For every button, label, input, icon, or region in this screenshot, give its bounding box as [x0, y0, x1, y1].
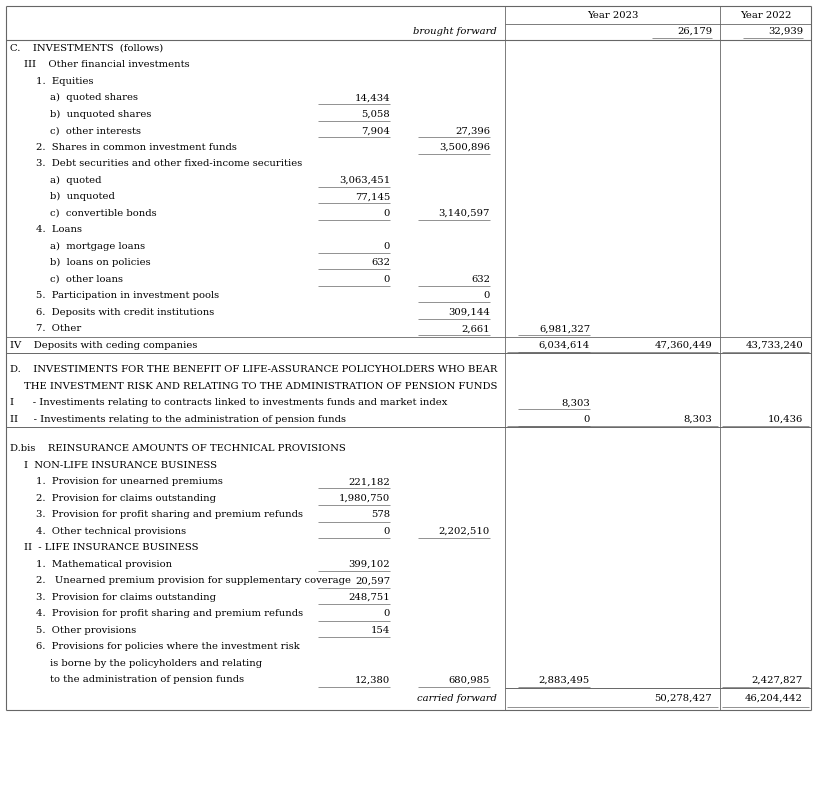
Text: 0: 0	[384, 526, 390, 536]
Text: b)  loans on policies: b) loans on policies	[50, 258, 150, 267]
Text: 0: 0	[584, 415, 590, 423]
Text: 2,883,495: 2,883,495	[539, 675, 590, 684]
Text: 10,436: 10,436	[767, 415, 803, 423]
Text: 3,500,896: 3,500,896	[439, 142, 490, 152]
Text: carried forward: carried forward	[417, 693, 497, 703]
Text: 6,034,614: 6,034,614	[539, 341, 590, 349]
Text: 27,396: 27,396	[455, 126, 490, 135]
Text: c)  convertible bonds: c) convertible bonds	[50, 208, 157, 217]
Text: brought forward: brought forward	[413, 27, 497, 35]
Text: 1.  Equities: 1. Equities	[36, 76, 93, 86]
Text: 5.  Other provisions: 5. Other provisions	[36, 625, 137, 635]
Text: 3.  Provision for profit sharing and premium refunds: 3. Provision for profit sharing and prem…	[36, 510, 303, 519]
Text: 4.  Other technical provisions: 4. Other technical provisions	[36, 526, 186, 536]
Text: 578: 578	[371, 510, 390, 519]
Text: C.    INVESTMENTS  (follows): C. INVESTMENTS (follows)	[10, 43, 163, 53]
Text: 248,751: 248,751	[348, 592, 390, 602]
Text: II     - Investiments relating to the administration of pension funds: II - Investiments relating to the admini…	[10, 415, 346, 423]
Text: 632: 632	[371, 258, 390, 267]
Text: 154: 154	[371, 625, 390, 635]
Text: D.bis    REINSURANCE AMOUNTS OF TECHNICAL PROVISIONS: D.bis REINSURANCE AMOUNTS OF TECHNICAL P…	[10, 444, 346, 453]
Text: 0: 0	[384, 275, 390, 283]
Text: 2.  Provision for claims outstanding: 2. Provision for claims outstanding	[36, 493, 216, 503]
Text: 2.   Unearned premium provision for supplementary coverage: 2. Unearned premium provision for supple…	[36, 576, 351, 585]
Text: c)  other interests: c) other interests	[50, 126, 141, 135]
Text: 6.  Deposits with credit institutions: 6. Deposits with credit institutions	[36, 308, 215, 316]
Text: a)  mortgage loans: a) mortgage loans	[50, 242, 146, 251]
Text: 12,380: 12,380	[354, 675, 390, 684]
Text: 3,063,451: 3,063,451	[339, 175, 390, 185]
Text: 7,904: 7,904	[361, 126, 390, 135]
Text: Year 2023: Year 2023	[587, 11, 638, 20]
Text: THE INVESTMENT RISK AND RELATING TO THE ADMINISTRATION OF PENSION FUNDS: THE INVESTMENT RISK AND RELATING TO THE …	[24, 382, 498, 390]
Text: III    Other financial investments: III Other financial investments	[24, 60, 189, 69]
Text: to the administration of pension funds: to the administration of pension funds	[50, 675, 244, 684]
Text: 4.  Loans: 4. Loans	[36, 225, 82, 234]
Text: 2,427,827: 2,427,827	[752, 675, 803, 684]
Text: IV    Deposits with ceding companies: IV Deposits with ceding companies	[10, 341, 198, 349]
Text: 3,140,597: 3,140,597	[439, 208, 490, 217]
Text: a)  quoted shares: a) quoted shares	[50, 93, 138, 102]
Text: 26,179: 26,179	[677, 27, 712, 35]
Text: a)  quoted: a) quoted	[50, 175, 102, 185]
Text: 47,360,449: 47,360,449	[654, 341, 712, 349]
Text: 8,303: 8,303	[561, 398, 590, 407]
Text: 0: 0	[484, 291, 490, 300]
Text: 50,278,427: 50,278,427	[654, 693, 712, 703]
Text: 43,733,240: 43,733,240	[746, 341, 803, 349]
Text: 4.  Provision for profit sharing and premium refunds: 4. Provision for profit sharing and prem…	[36, 609, 303, 618]
Text: 5.  Participation in investment pools: 5. Participation in investment pools	[36, 291, 220, 300]
Text: 0: 0	[384, 208, 390, 217]
Text: 46,204,442: 46,204,442	[746, 693, 803, 703]
Text: b)  unquoted shares: b) unquoted shares	[50, 109, 151, 119]
Text: 32,939: 32,939	[767, 27, 803, 35]
Text: 680,985: 680,985	[449, 675, 490, 684]
Text: Year 2022: Year 2022	[740, 11, 791, 20]
Text: 3.  Debt securities and other fixed-income securities: 3. Debt securities and other fixed-incom…	[36, 159, 302, 168]
Text: D.    INVESTIMENTS FOR THE BENEFIT OF LIFE-ASSURANCE POLICYHOLDERS WHO BEAR: D. INVESTIMENTS FOR THE BENEFIT OF LIFE-…	[10, 365, 498, 374]
Text: 6.  Provisions for policies where the investment risk: 6. Provisions for policies where the inv…	[36, 642, 300, 651]
Text: 632: 632	[471, 275, 490, 283]
Text: 1.  Mathematical provision: 1. Mathematical provision	[36, 559, 172, 569]
Text: 14,434: 14,434	[354, 93, 390, 102]
Text: 221,182: 221,182	[348, 477, 390, 486]
Text: b)  unquoted: b) unquoted	[50, 192, 115, 201]
Text: 5,058: 5,058	[361, 109, 390, 119]
Text: 0: 0	[384, 242, 390, 250]
Text: I  NON-LIFE INSURANCE BUSINESS: I NON-LIFE INSURANCE BUSINESS	[24, 460, 217, 470]
Text: 20,597: 20,597	[355, 576, 390, 585]
Text: 7.  Other: 7. Other	[36, 324, 81, 333]
Text: 6,981,327: 6,981,327	[539, 324, 590, 333]
Text: c)  other loans: c) other loans	[50, 275, 123, 283]
Text: is borne by the policyholders and relating: is borne by the policyholders and relati…	[50, 658, 262, 668]
Text: 2,202,510: 2,202,510	[439, 526, 490, 536]
Text: 2,661: 2,661	[461, 324, 490, 333]
Text: 399,102: 399,102	[349, 559, 390, 569]
Text: 3.  Provision for claims outstanding: 3. Provision for claims outstanding	[36, 592, 216, 602]
Text: 309,144: 309,144	[448, 308, 490, 316]
Text: 1,980,750: 1,980,750	[339, 493, 390, 503]
Text: 2.  Shares in common investment funds: 2. Shares in common investment funds	[36, 142, 237, 152]
Text: 0: 0	[384, 609, 390, 618]
Text: II  - LIFE INSURANCE BUSINESS: II - LIFE INSURANCE BUSINESS	[24, 543, 198, 552]
Text: I      - Investiments relating to contracts linked to investments funds and mark: I - Investiments relating to contracts l…	[10, 398, 447, 407]
Text: 8,303: 8,303	[683, 415, 712, 423]
Text: 1.  Provision for unearned premiums: 1. Provision for unearned premiums	[36, 477, 223, 486]
Text: 77,145: 77,145	[354, 192, 390, 201]
